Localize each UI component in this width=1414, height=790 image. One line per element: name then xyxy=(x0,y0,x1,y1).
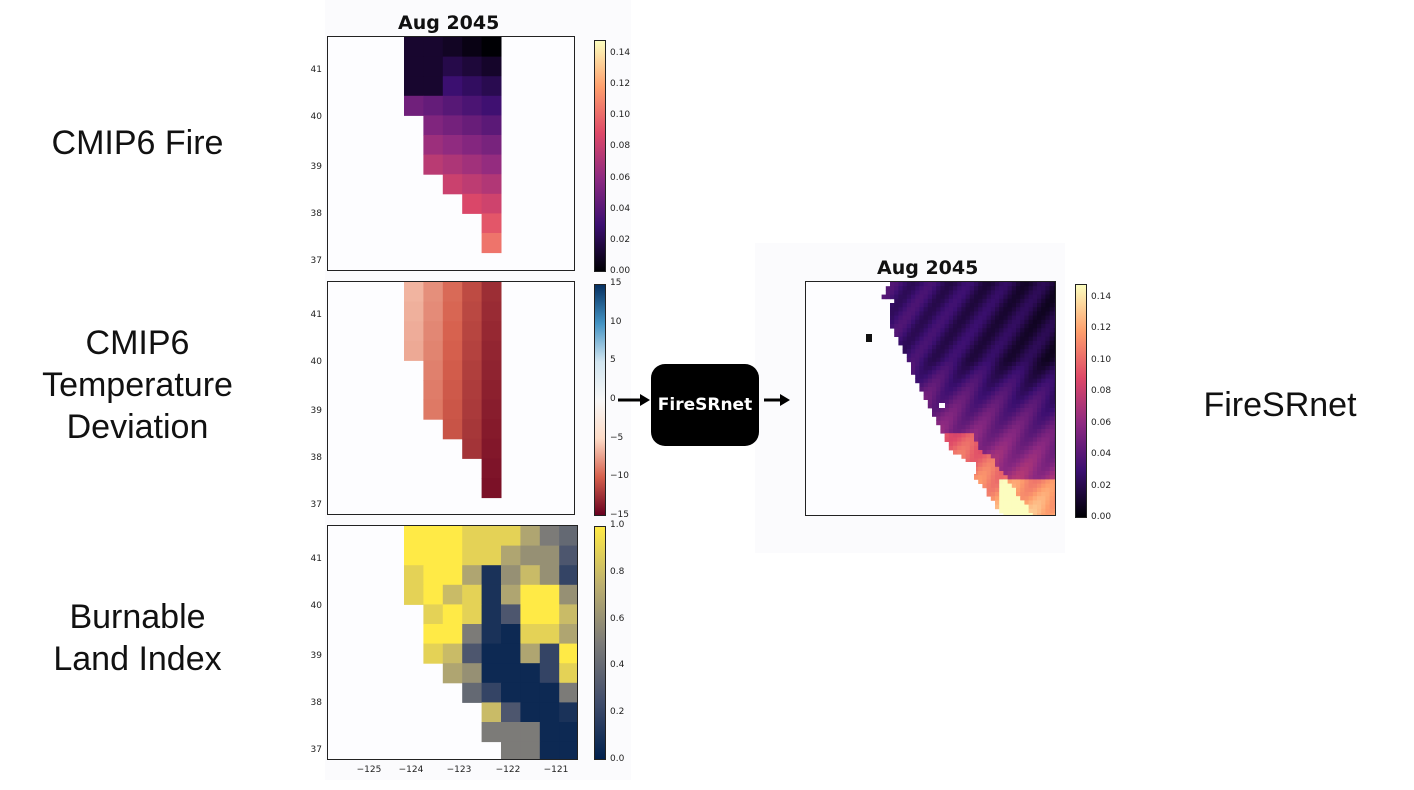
colorbar-tick-label: 0.12 xyxy=(610,79,631,90)
colorbar-tick-label: 0.02 xyxy=(610,234,631,245)
x-tick-label: −124 xyxy=(398,765,424,775)
colorbar-tick-label: 0.04 xyxy=(610,203,631,214)
x-tick-label: −125 xyxy=(356,765,382,775)
colorbar-tick-label: 0 xyxy=(610,394,616,404)
colorbar-tick-label: 0.10 xyxy=(610,110,631,121)
colorbar-tick-label: 0.2 xyxy=(610,707,625,718)
label-cmip6-temperature: CMIP6 Temperature Deviation xyxy=(42,324,233,446)
cmip6-fire-map xyxy=(327,36,575,271)
colorbar-tick-label: 0.06 xyxy=(1091,417,1112,428)
colorbar-tick-label: 0.14 xyxy=(1091,292,1112,303)
colorbar-tick-label: 0.04 xyxy=(1091,449,1112,460)
x-tick-label: −122 xyxy=(495,765,521,775)
colorbar-tick-label: 0.12 xyxy=(1091,323,1112,334)
y-tick-label: 41 xyxy=(310,310,322,321)
label-output: FireSRnet xyxy=(1203,386,1357,424)
colorbar-tick-label: 0.0 xyxy=(610,754,625,764)
firesrnet-output-map xyxy=(805,281,1056,516)
colorbar-tick-label: 1.0 xyxy=(610,520,625,530)
y-tick-label: 39 xyxy=(310,161,322,172)
y-tick-label: 39 xyxy=(310,650,322,661)
cmip6-temperature-map xyxy=(327,281,575,515)
y-tick-label: 40 xyxy=(310,601,322,612)
colorbar-tick-label: 5 xyxy=(610,355,616,366)
firesrnet-model-block: FireSRnet xyxy=(651,364,759,446)
y-tick-label: 38 xyxy=(310,452,322,463)
x-tick-label: −121 xyxy=(543,765,569,775)
arrow-out-icon xyxy=(764,394,790,406)
colorbar-tick-label: 15 xyxy=(610,278,622,288)
colorbar-tick-label: −10 xyxy=(610,471,629,482)
burnable-colorbar xyxy=(594,526,606,760)
y-tick-label: 37 xyxy=(310,744,322,755)
y-tick-label: 38 xyxy=(310,697,322,708)
colorbar-tick-label: 0.00 xyxy=(1091,512,1112,522)
colorbar-tick-label: 0.06 xyxy=(610,172,631,183)
colorbar-tick-label: 0.08 xyxy=(1091,386,1112,397)
colorbar-tick-label: 0.4 xyxy=(610,660,625,671)
label-cmip6-fire: CMIP6 Fire xyxy=(51,124,224,162)
label-burnable-land: Burnable Land Index xyxy=(53,598,222,678)
y-tick-label: 39 xyxy=(310,406,322,417)
colorbar-tick-label: 0.00 xyxy=(610,266,631,276)
output-panel-title: Aug 2045 xyxy=(877,257,979,279)
colorbar-tick-label: −5 xyxy=(610,432,624,443)
input-panel-title: Aug 2045 xyxy=(398,12,500,34)
y-tick-label: 41 xyxy=(310,65,322,76)
colorbar-tick-label: 0.6 xyxy=(610,613,625,624)
y-tick-label: 40 xyxy=(310,112,322,123)
arrow-in-icon xyxy=(618,394,650,406)
colorbar-tick-label: 0.14 xyxy=(610,47,631,58)
colorbar-tick-label: 0.08 xyxy=(610,141,631,152)
x-tick-label: −123 xyxy=(446,765,472,775)
fire-colorbar xyxy=(594,40,606,272)
colorbar-tick-label: 0.02 xyxy=(1091,480,1112,491)
colorbar-tick-label: 0.10 xyxy=(1091,354,1112,365)
colorbar-tick-label: 0.8 xyxy=(610,566,625,577)
output-colorbar xyxy=(1075,284,1087,518)
colorbar-tick-label: 10 xyxy=(610,316,622,327)
y-tick-label: 37 xyxy=(310,255,322,266)
y-tick-label: 40 xyxy=(310,356,322,367)
y-tick-label: 38 xyxy=(310,208,322,219)
colorbar-tick-label: −15 xyxy=(610,510,629,520)
y-tick-label: 37 xyxy=(310,499,322,510)
temperature-colorbar xyxy=(594,284,606,516)
burnable-land-map xyxy=(327,525,578,760)
y-tick-label: 41 xyxy=(310,554,322,565)
